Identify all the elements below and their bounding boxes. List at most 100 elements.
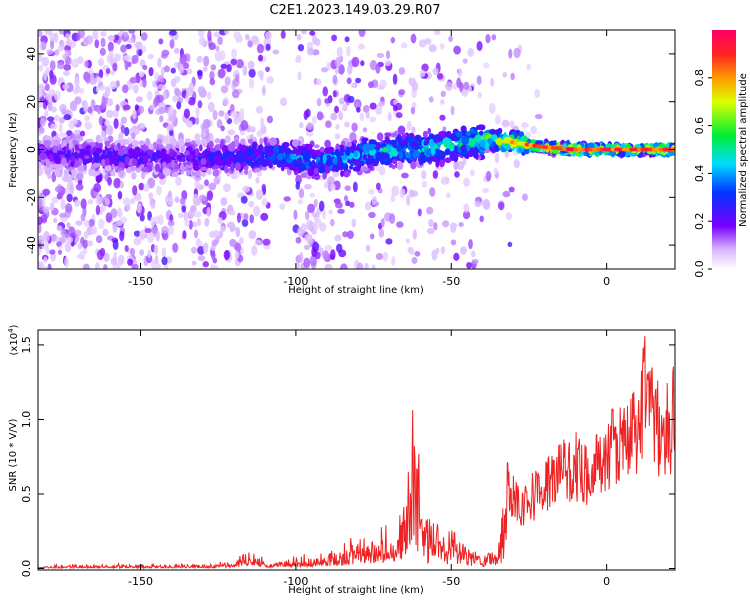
heatmap-speck xyxy=(172,95,178,103)
heatmap-speck xyxy=(470,169,475,177)
heatmap-speck xyxy=(495,114,501,125)
heatmap-band-speck xyxy=(104,140,111,147)
heatmap-speck xyxy=(406,120,412,131)
heatmap-speck xyxy=(507,241,513,247)
heatmap-speck xyxy=(396,221,404,228)
heatmap-speck xyxy=(65,38,72,47)
heatmap-speck xyxy=(335,243,343,253)
snr-panel: -150 -100 -50 0 0.0 0.5 1.0 1.5 Height of stra… xyxy=(7,324,676,596)
heatmap-speck xyxy=(364,201,372,211)
heatmap-band-speck xyxy=(390,132,397,138)
heatmap-speck xyxy=(450,239,457,246)
heatmap-band-speck xyxy=(234,139,239,147)
heatmap-band-speck xyxy=(442,126,447,132)
heatmap-band-speck xyxy=(473,146,479,155)
heatmap-band-speck xyxy=(261,159,268,168)
heatmap-speck xyxy=(325,120,332,129)
heatmap-speck xyxy=(59,132,68,139)
heatmap-speck xyxy=(476,41,483,51)
heatmap-speck xyxy=(234,251,240,260)
heatmap-speck xyxy=(324,97,330,104)
heatmap-speck xyxy=(68,226,76,237)
heatmap-speck xyxy=(463,177,471,188)
heatmap-speck xyxy=(488,102,496,114)
heatmap-speck xyxy=(41,41,47,51)
heatmap-speck xyxy=(100,37,106,48)
heatmap-speck xyxy=(301,30,307,35)
heatmap-speck xyxy=(340,263,348,269)
heatmap-band-speck xyxy=(307,143,313,151)
heatmap-speck xyxy=(182,230,187,240)
heatmap-speck xyxy=(266,76,274,84)
heatmap-speck xyxy=(161,247,167,258)
heatmap-speck xyxy=(167,225,175,236)
heatmap-band-speck xyxy=(405,152,413,159)
heatmap-speck xyxy=(178,212,184,218)
heatmap-band-speck xyxy=(117,162,125,168)
heatmap-speck xyxy=(266,115,274,124)
heatmap-speck xyxy=(88,218,95,227)
heatmap-speck xyxy=(456,160,465,171)
heatmap-speck xyxy=(107,34,116,42)
heatmap-speck xyxy=(508,48,513,59)
heatmap-band-speck xyxy=(361,166,368,172)
figure-title: C2E1.2023.149.03.29.R07 xyxy=(269,3,440,18)
heatmap-speck xyxy=(358,30,366,38)
heatmap-speck xyxy=(295,262,301,269)
heatmap-speck xyxy=(344,36,350,43)
heatmap-speck xyxy=(38,64,44,72)
heatmap-speck xyxy=(471,258,479,265)
heatmap-speck xyxy=(169,30,177,36)
heatmap-speck xyxy=(80,198,87,210)
heatmap-speck xyxy=(95,235,103,244)
heatmap-speck xyxy=(322,86,328,97)
heatmap-speck xyxy=(38,248,42,255)
heatmap-band-speck xyxy=(407,136,415,144)
heatmap-speck xyxy=(414,251,421,257)
heatmap-speck xyxy=(212,109,218,121)
heatmap-speck xyxy=(470,250,476,258)
heatmap-speck xyxy=(139,249,145,256)
heatmap-speck xyxy=(79,87,85,94)
heatmap-speck xyxy=(255,189,264,200)
heatmap-band-speck xyxy=(200,171,207,178)
heatmap-speck xyxy=(193,198,201,206)
heatmap-speck xyxy=(485,170,492,182)
heatmap-speck xyxy=(151,259,156,269)
heatmap-speck xyxy=(142,64,148,71)
heatmap-band-speck xyxy=(401,134,407,140)
heatmap-speck xyxy=(75,183,84,191)
heatmap-speck xyxy=(65,56,72,66)
heatmap-speck xyxy=(259,71,264,82)
heatmap-speck xyxy=(138,48,143,57)
heatmap-band-speck xyxy=(200,138,207,145)
heatmap-speck xyxy=(321,250,330,260)
heatmap-speck xyxy=(326,175,335,186)
heatmap-speck xyxy=(155,230,161,242)
heatmap-band-speck xyxy=(396,161,404,171)
heatmap-band-speck xyxy=(430,134,436,140)
heatmap-speck xyxy=(163,65,170,73)
heatmap-speck xyxy=(233,117,240,125)
heatmap-speck xyxy=(424,38,432,45)
heatmap-speck xyxy=(247,169,253,180)
heatmap-speck xyxy=(135,96,143,103)
heatmap-band-speck xyxy=(124,162,129,169)
heatmap-speck xyxy=(38,131,42,137)
spectrogram-x-tick-label: -100 xyxy=(283,275,308,288)
heatmap-speck xyxy=(85,76,91,84)
heatmap-speck xyxy=(82,243,88,249)
heatmap-band-speck xyxy=(164,144,170,151)
heatmap-speck xyxy=(66,193,73,203)
heatmap-speck xyxy=(169,39,175,49)
heatmap-speck xyxy=(64,49,70,56)
heatmap-speck xyxy=(482,187,489,193)
heatmap-speck xyxy=(324,263,333,269)
heatmap-speck xyxy=(405,194,411,206)
heatmap-band-speck xyxy=(227,142,236,152)
heatmap-band-speck xyxy=(110,171,116,177)
heatmap-speck xyxy=(127,37,135,44)
heatmap-speck xyxy=(115,80,120,88)
heatmap-speck xyxy=(179,197,186,205)
heatmap-speck xyxy=(316,111,324,121)
